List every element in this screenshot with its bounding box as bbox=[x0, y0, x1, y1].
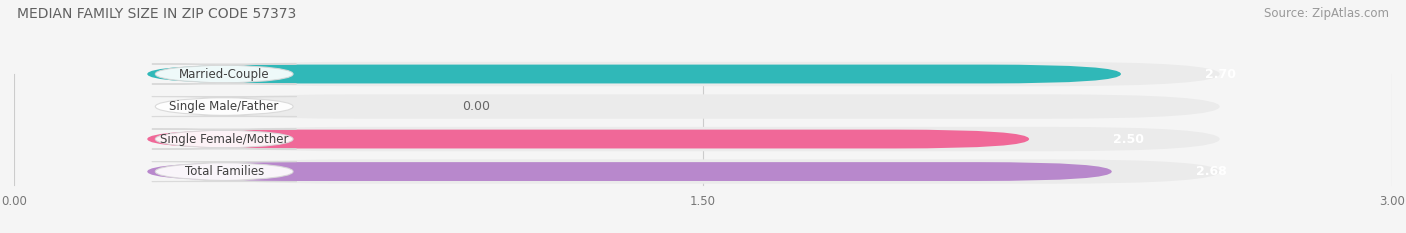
Text: 2.68: 2.68 bbox=[1197, 165, 1226, 178]
FancyBboxPatch shape bbox=[148, 65, 1121, 83]
Text: 0.00: 0.00 bbox=[463, 100, 489, 113]
FancyBboxPatch shape bbox=[152, 129, 297, 149]
FancyBboxPatch shape bbox=[152, 161, 297, 182]
Text: 2.70: 2.70 bbox=[1205, 68, 1236, 81]
Text: 2.50: 2.50 bbox=[1114, 133, 1144, 146]
FancyBboxPatch shape bbox=[186, 159, 1219, 184]
Text: Source: ZipAtlas.com: Source: ZipAtlas.com bbox=[1264, 7, 1389, 20]
FancyBboxPatch shape bbox=[186, 127, 1219, 151]
FancyBboxPatch shape bbox=[148, 162, 1112, 181]
FancyBboxPatch shape bbox=[152, 96, 297, 116]
Text: MEDIAN FAMILY SIZE IN ZIP CODE 57373: MEDIAN FAMILY SIZE IN ZIP CODE 57373 bbox=[17, 7, 297, 21]
Text: Married-Couple: Married-Couple bbox=[179, 68, 270, 81]
FancyBboxPatch shape bbox=[186, 94, 1219, 119]
FancyBboxPatch shape bbox=[148, 130, 1029, 148]
Text: Single Male/Father: Single Male/Father bbox=[170, 100, 278, 113]
FancyBboxPatch shape bbox=[152, 64, 297, 84]
FancyBboxPatch shape bbox=[186, 62, 1219, 86]
Text: Single Female/Mother: Single Female/Mother bbox=[160, 133, 288, 146]
Text: Total Families: Total Families bbox=[184, 165, 264, 178]
